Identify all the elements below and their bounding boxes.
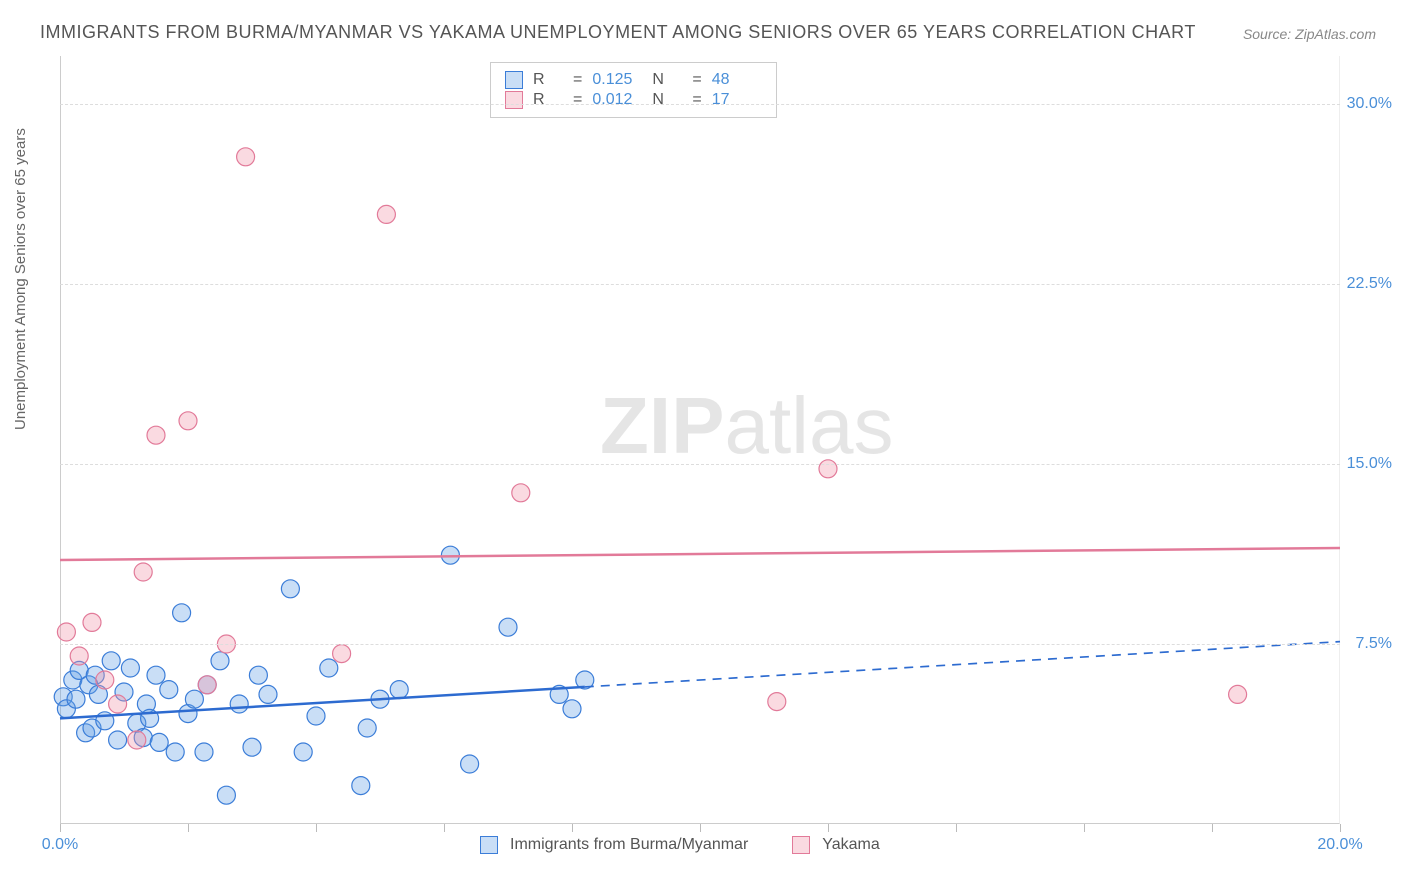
scatter-point xyxy=(109,731,127,749)
scatter-point xyxy=(320,659,338,677)
scatter-point xyxy=(249,666,267,684)
scatter-point xyxy=(259,685,277,703)
gridline xyxy=(60,464,1340,465)
x-tick xyxy=(316,824,317,832)
scatter-point xyxy=(230,695,248,713)
chart-title: IMMIGRANTS FROM BURMA/MYANMAR VS YAKAMA … xyxy=(40,22,1196,43)
scatter-point xyxy=(512,484,530,502)
scatter-point xyxy=(166,743,184,761)
legend-series: Immigrants from Burma/Myanmar Yakama xyxy=(480,836,880,854)
y-tick-label: 30.0% xyxy=(1347,95,1392,113)
scatter-point xyxy=(96,671,114,689)
x-tick xyxy=(828,824,829,832)
x-tick xyxy=(1084,824,1085,832)
legend-label: Yakama xyxy=(822,836,880,854)
y-axis-label: Unemployment Among Seniors over 65 years xyxy=(12,128,29,430)
scatter-point xyxy=(307,707,325,725)
scatter-point xyxy=(102,652,120,670)
scatter-point xyxy=(57,623,75,641)
y-tick-label: 7.5% xyxy=(1356,635,1392,653)
x-tick xyxy=(1340,824,1341,832)
scatter-point xyxy=(147,666,165,684)
scatter-point xyxy=(109,695,127,713)
gridline xyxy=(60,644,1340,645)
scatter-point xyxy=(333,645,351,663)
scatter-point xyxy=(499,618,517,636)
scatter-point xyxy=(83,613,101,631)
scatter-point xyxy=(358,719,376,737)
y-tick-label: 15.0% xyxy=(1347,455,1392,473)
swatch-blue xyxy=(480,836,498,854)
scatter-point xyxy=(461,755,479,773)
scatter-point xyxy=(819,460,837,478)
y-tick-label: 22.5% xyxy=(1347,275,1392,293)
scatter-point xyxy=(128,731,146,749)
swatch-pink xyxy=(792,836,810,854)
scatter-point xyxy=(198,676,216,694)
scatter-point xyxy=(179,412,197,430)
scatter-point xyxy=(121,659,139,677)
scatter-point xyxy=(377,205,395,223)
x-tick xyxy=(188,824,189,832)
x-tick xyxy=(572,824,573,832)
x-tick-label: 20.0% xyxy=(1317,836,1362,854)
trend-line xyxy=(60,548,1340,560)
scatter-plot-svg xyxy=(60,56,1340,824)
scatter-point xyxy=(150,733,168,751)
scatter-point xyxy=(211,652,229,670)
scatter-point xyxy=(147,426,165,444)
scatter-point xyxy=(390,681,408,699)
gridline xyxy=(60,104,1340,105)
scatter-point xyxy=(195,743,213,761)
scatter-point xyxy=(294,743,312,761)
scatter-point xyxy=(173,604,191,622)
scatter-point xyxy=(67,690,85,708)
scatter-point xyxy=(237,148,255,166)
x-tick xyxy=(1212,824,1213,832)
x-tick xyxy=(956,824,957,832)
x-tick-label: 0.0% xyxy=(42,836,78,854)
source-label: Source: ZipAtlas.com xyxy=(1243,26,1376,42)
scatter-point xyxy=(768,693,786,711)
scatter-point xyxy=(185,690,203,708)
x-tick xyxy=(444,824,445,832)
scatter-point xyxy=(217,786,235,804)
gridline xyxy=(60,284,1340,285)
scatter-point xyxy=(352,777,370,795)
scatter-point xyxy=(1229,685,1247,703)
legend-label: Immigrants from Burma/Myanmar xyxy=(510,836,748,854)
scatter-point xyxy=(160,681,178,699)
scatter-point xyxy=(281,580,299,598)
scatter-point xyxy=(243,738,261,756)
scatter-point xyxy=(134,563,152,581)
scatter-point xyxy=(563,700,581,718)
trend-line-extrapolated xyxy=(585,642,1340,687)
x-tick xyxy=(60,824,61,832)
x-tick xyxy=(700,824,701,832)
scatter-point xyxy=(70,647,88,665)
